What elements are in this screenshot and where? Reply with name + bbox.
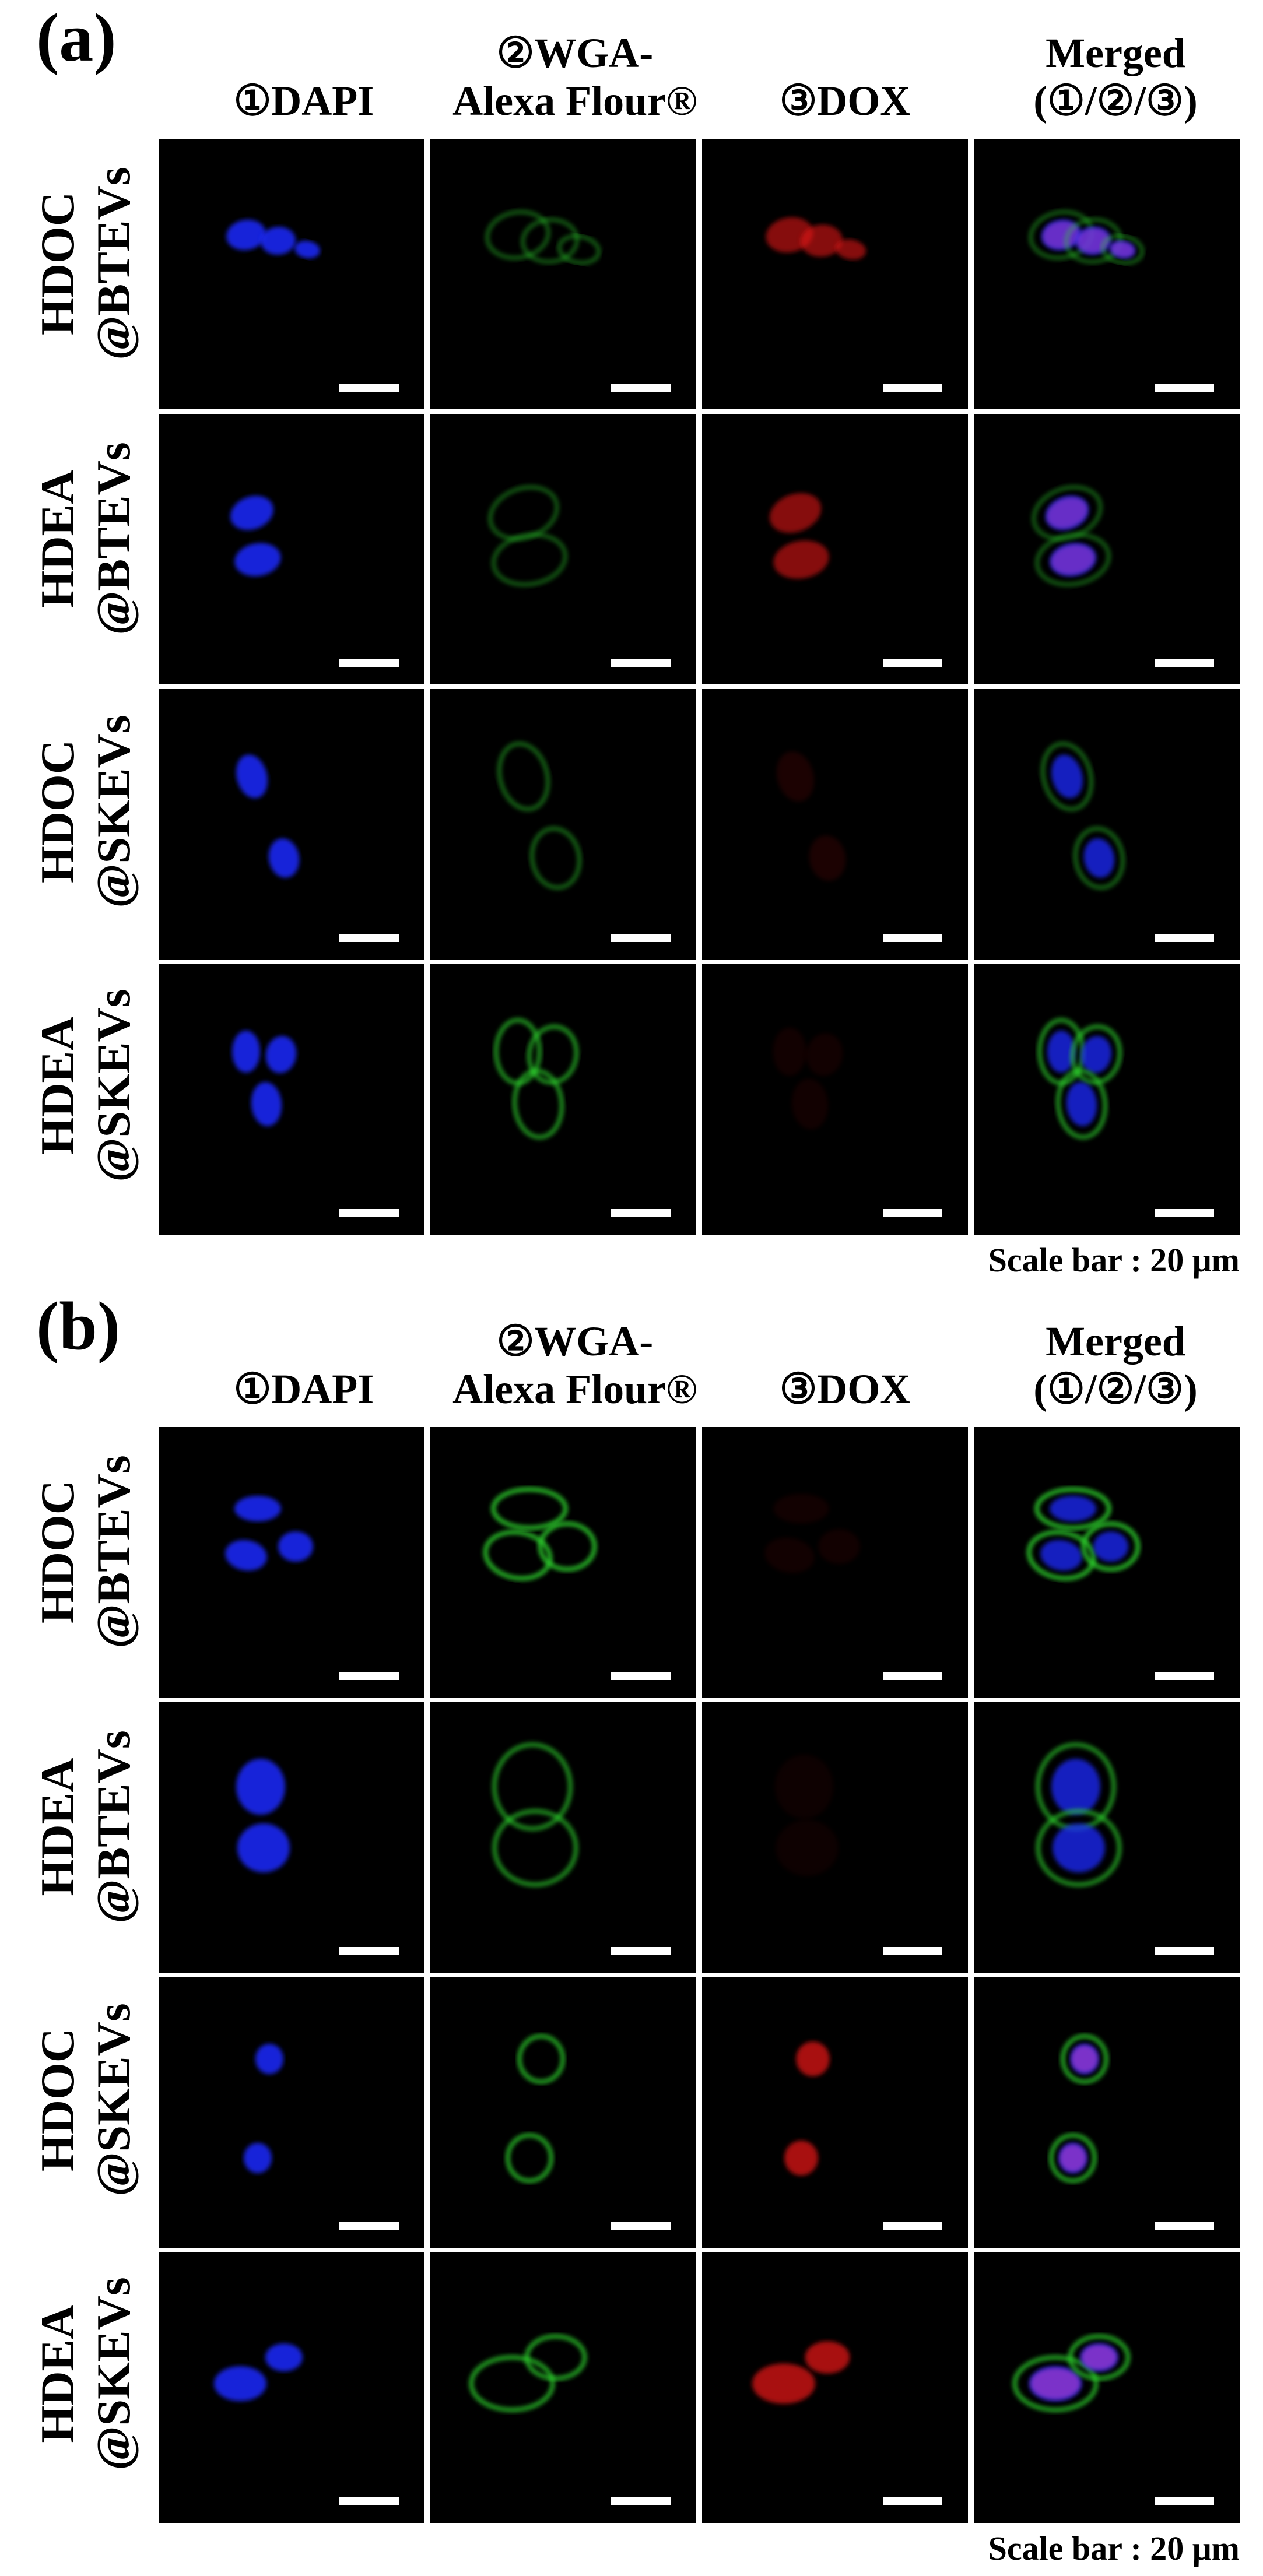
scale-bar (611, 934, 671, 942)
scale-bar (339, 659, 399, 667)
micrograph-merged (974, 964, 1240, 1235)
scale-bar-caption: Scale bar : 20 μm (988, 2529, 1240, 2567)
micrograph-dox (702, 139, 968, 409)
figure-panel-a: (a) ①DAPI ②WGA- Alexa Flour® ③DOX Merged… (31, 0, 1240, 1279)
scale-bar (611, 2222, 671, 2230)
micrograph-dox (702, 1977, 968, 2248)
column-header-wga: ②WGA- Alexa Flour® (452, 1318, 697, 1412)
column-header-merged: Merged (①/②/③) (1033, 30, 1198, 124)
column-header-wga: ②WGA- Alexa Flour® (452, 30, 697, 124)
column-header-dox: ③DOX (779, 1366, 911, 1412)
micrograph-wga (430, 964, 696, 1235)
micrograph-dapi (159, 689, 424, 960)
scale-bar (339, 2222, 399, 2230)
scale-bar (611, 1947, 671, 1955)
scale-bar (1155, 2497, 1214, 2505)
panel-label: (a) (36, 0, 117, 76)
scale-bar (611, 1209, 671, 1217)
micrograph-dapi (159, 1702, 424, 1973)
panel-label: (b) (36, 1288, 121, 1364)
scale-bar (611, 384, 671, 392)
micrograph-dapi (159, 1977, 424, 2248)
row-label: HDOC @SKEVs (31, 715, 140, 908)
figure-panel-b: (b) ①DAPI ②WGA- Alexa Flour® ③DOX Merged… (0, 1288, 1263, 2576)
micrograph-wga (430, 1427, 696, 1698)
scale-bar (339, 1947, 399, 1955)
micrograph-wga (430, 2252, 696, 2523)
micrograph-dox (702, 689, 968, 960)
micrograph-dapi (159, 139, 424, 409)
micrograph-dox (702, 1702, 968, 1973)
scale-bar (1155, 1672, 1214, 1680)
scale-bar (1155, 1947, 1214, 1955)
micrograph-wga (430, 139, 696, 409)
scale-bar (339, 384, 399, 392)
micrograph-dox (702, 964, 968, 1235)
row-label: HDEA @SKEVs (31, 2277, 140, 2470)
micrograph-merged (974, 1702, 1240, 1973)
scale-bar (1155, 384, 1214, 392)
row-label: HDEA @BTEVs (31, 1730, 140, 1924)
scale-bar (1155, 1209, 1214, 1217)
micrograph-merged (974, 689, 1240, 960)
micrograph-merged (974, 139, 1240, 409)
scale-bar (339, 934, 399, 942)
row-label: HDEA @BTEVs (31, 442, 140, 635)
micrograph-dox (702, 414, 968, 684)
micrograph-merged (974, 1977, 1240, 2248)
micrograph-wga (430, 414, 696, 684)
row-label: HDEA @SKEVs (31, 989, 140, 1182)
scale-bar (883, 659, 942, 667)
scale-bar (611, 1672, 671, 1680)
image-grid (159, 1427, 1240, 2523)
scale-bar (339, 2497, 399, 2505)
scale-bar (883, 2497, 942, 2505)
micrograph-dox (702, 1427, 968, 1698)
scale-bar (883, 2222, 942, 2230)
row-label: HDOC @BTEVs (31, 167, 140, 360)
micrograph-merged (974, 2252, 1240, 2523)
micrograph-wga (430, 1977, 696, 2248)
scale-bar (883, 384, 942, 392)
image-grid (159, 139, 1240, 1235)
scale-bar (883, 1947, 942, 1955)
micrograph-merged (974, 414, 1240, 684)
column-header-dapi: ①DAPI (233, 1366, 374, 1412)
micrograph-wga (430, 1702, 696, 1973)
micrograph-dapi (159, 2252, 424, 2523)
scale-bar (1155, 2222, 1214, 2230)
scale-bar (883, 1672, 942, 1680)
scale-bar (883, 1209, 942, 1217)
micrograph-dapi (159, 1427, 424, 1698)
scale-bar-caption: Scale bar : 20 μm (988, 1241, 1240, 1279)
scale-bar (339, 1209, 399, 1217)
scale-bar (611, 659, 671, 667)
row-label: HDOC @BTEVs (31, 1455, 140, 1649)
scale-bar (339, 1672, 399, 1680)
micrograph-wga (430, 689, 696, 960)
scale-bar (1155, 659, 1214, 667)
micrograph-dapi (159, 964, 424, 1235)
column-header-dox: ③DOX (779, 78, 911, 124)
column-header-merged: Merged (①/②/③) (1033, 1318, 1198, 1412)
scale-bar (1155, 934, 1214, 942)
column-header-dapi: ①DAPI (233, 78, 374, 124)
micrograph-merged (974, 1427, 1240, 1698)
scale-bar (611, 2497, 671, 2505)
scale-bar (883, 934, 942, 942)
micrograph-dapi (159, 414, 424, 684)
row-label: HDOC @SKEVs (31, 2003, 140, 2197)
micrograph-dox (702, 2252, 968, 2523)
